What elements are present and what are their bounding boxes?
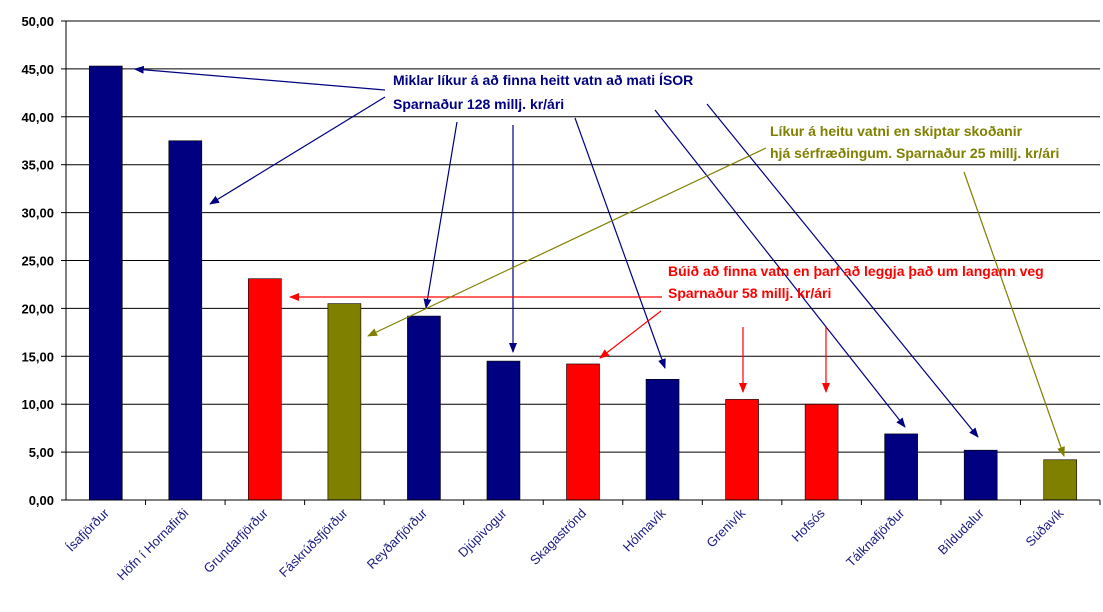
y-tick-label: 15,00	[21, 349, 54, 364]
y-tick-label: 25,00	[21, 254, 54, 269]
y-tick-label: 50,00	[21, 14, 54, 29]
category-label: Hofsós	[789, 505, 829, 545]
y-tick-label: 35,00	[21, 158, 54, 173]
y-tick-label: 40,00	[21, 110, 54, 125]
annotation-arrow-navy	[423, 121, 458, 309]
annotation-arrow-olive	[963, 171, 1065, 457]
category-label: Reyðarfjörður	[364, 505, 431, 572]
annotation-red-line-2: Sparnaður 58 millj. kr/ári	[668, 285, 831, 301]
bar-10	[884, 433, 918, 501]
annotation-olive-line-2: hjá sérfræðingum. Sparnaður 25 millj. kr…	[770, 145, 1059, 161]
y-tick-label: 0,00	[29, 493, 54, 508]
bar-0	[88, 65, 123, 501]
y-tick-label: 30,00	[21, 206, 54, 221]
bar-12	[1043, 459, 1078, 501]
category-labels: Ísafjörður Höfn í Hornafirði Grundarfjörðu…	[63, 505, 1067, 583]
bar-5	[486, 360, 521, 501]
annotation-olive-line-1: Líkur á heitu vatni en skiptar skoðanir	[770, 123, 1023, 139]
category-label: Fáskrúðsfjörður	[276, 505, 351, 580]
category-label: Skagaströnd	[527, 506, 589, 568]
annotation-arrow-navy	[574, 117, 666, 369]
category-label: Tálknafjörður	[843, 505, 908, 570]
annotation-navy-line-1: Miklar líkur á að finna heitt vatn að ma…	[393, 72, 693, 88]
category-label: Ísafjörður	[63, 505, 112, 554]
bar-1	[168, 140, 203, 501]
bar-9	[804, 403, 839, 501]
annotation-arrow-olive	[367, 147, 767, 337]
annotation-arrow-navy	[133, 65, 386, 91]
category-label: Hólmavík	[620, 505, 669, 554]
annotation-arrows	[133, 65, 1065, 457]
bar-11	[963, 449, 998, 501]
category-label: Grenivík	[703, 505, 748, 550]
category-label: Bíldudalur	[935, 505, 987, 557]
y-tick-label: 10,00	[21, 397, 54, 412]
category-label: Djúpivogur	[455, 505, 510, 560]
category-label: Höfn í Hornafirði	[114, 505, 192, 583]
bar-4	[407, 315, 441, 501]
annotation-arrow-navy	[209, 96, 386, 205]
bar-3	[327, 303, 362, 501]
y-tick-labels: 0,00 5,00 10,00 15,00 20,00 25,00 30,00 35,00 40…	[21, 14, 66, 508]
annotation-red-line-1: Búið að finna vatn en þarf að leggja það…	[668, 263, 1044, 279]
gridlines	[66, 20, 1100, 453]
bar-6	[566, 363, 600, 501]
bar-2	[248, 278, 282, 501]
category-label: Grundarfjörður	[201, 505, 272, 576]
annotation-navy-line-2: Sparnaður 128 millj. kr/ári	[393, 96, 564, 112]
bar-7	[645, 378, 680, 501]
y-tick-label: 20,00	[21, 301, 54, 316]
y-tick-label: 45,00	[21, 62, 54, 77]
annotation-arrow-red	[599, 310, 662, 359]
bar-8	[725, 399, 759, 501]
annotation-arrow-navy	[654, 109, 906, 428]
y-tick-label: 5,00	[29, 445, 54, 460]
category-label: Súðavík	[1023, 505, 1067, 549]
annotation-arrow-navy	[706, 103, 979, 438]
